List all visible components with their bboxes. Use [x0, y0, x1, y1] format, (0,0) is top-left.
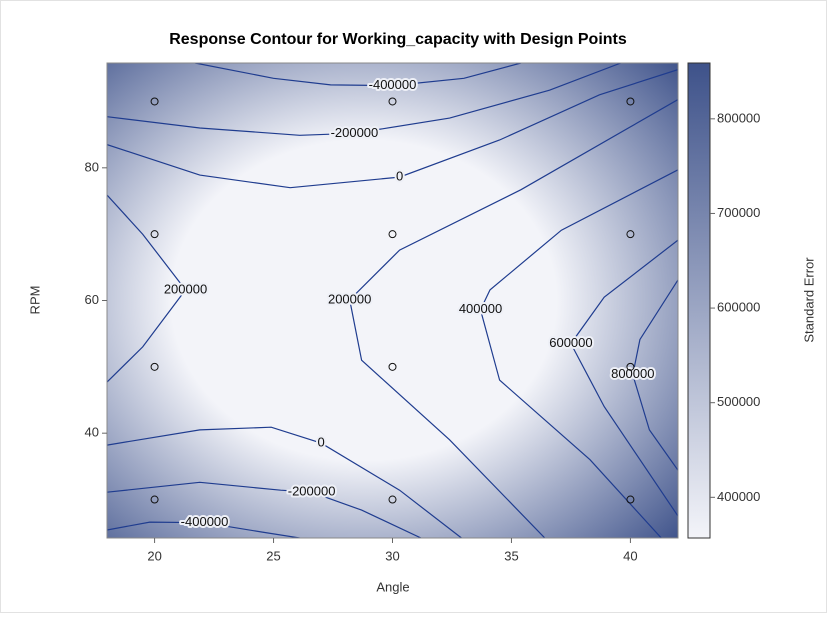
contour-label: 600000 — [549, 335, 592, 350]
design-point — [388, 495, 397, 504]
contour-line — [107, 69, 678, 189]
x-tick-label: 20 — [147, 548, 161, 563]
colorbar-tick-label: 500000 — [717, 394, 760, 409]
design-point — [388, 230, 397, 239]
colorbar-tick-label: 400000 — [717, 489, 760, 504]
contour-line — [107, 426, 462, 538]
x-axis-label: Angle — [376, 579, 409, 594]
colorbar-label: Standard Error — [801, 257, 816, 343]
design-point — [150, 362, 159, 371]
contour-label: 0 — [396, 169, 403, 184]
design-point — [150, 97, 159, 106]
contour-label: 400000 — [459, 301, 502, 316]
chart-title: Response Contour for Working_capacity wi… — [169, 31, 627, 48]
design-point — [626, 362, 635, 371]
contour-line — [632, 279, 678, 471]
contour-line — [107, 481, 422, 538]
contour-line — [349, 98, 678, 538]
plot-background — [107, 63, 678, 538]
colorbar-tick-label: 800000 — [717, 110, 760, 125]
x-tick-label: 30 — [385, 548, 399, 563]
contour-label: 800000 — [611, 366, 654, 381]
y-tick-label: 80 — [85, 159, 99, 174]
design-points — [150, 97, 635, 504]
contour-label: 200000 — [164, 281, 207, 296]
contour-line — [479, 169, 678, 538]
y-axis-label: RPM — [27, 286, 42, 315]
x-tick-label: 35 — [504, 548, 518, 563]
colorbar — [687, 62, 711, 539]
design-point — [626, 97, 635, 106]
design-point — [388, 97, 397, 106]
contour-label: -400000 — [181, 514, 229, 529]
design-point — [150, 230, 159, 239]
contour-line — [194, 63, 522, 87]
contour-label: -400000 — [369, 77, 417, 92]
design-point — [388, 362, 397, 371]
contour-label: 0 — [318, 435, 325, 450]
contour-label-layer: -400000 -200000 0 200000 200000 400000 600000 8… — [162, 75, 657, 531]
design-point — [150, 495, 159, 504]
colorbar-tick-label: 600000 — [717, 300, 760, 315]
contour-label: -200000 — [331, 125, 379, 140]
colorbar-tick-label: 700000 — [717, 205, 760, 220]
design-point — [626, 230, 635, 239]
x-tick-label: 25 — [266, 548, 280, 563]
contour-line — [570, 239, 678, 517]
contour-line — [107, 194, 187, 383]
y-tick-label: 40 — [85, 425, 99, 440]
contour-layer — [107, 63, 678, 538]
contour-label: -200000 — [288, 484, 336, 499]
y-tick-label: 60 — [85, 292, 99, 307]
contour-label: 200000 — [328, 291, 371, 306]
contour-line — [107, 521, 300, 538]
x-tick-label: 40 — [623, 548, 637, 563]
contour-line — [107, 63, 622, 136]
design-point — [626, 495, 635, 504]
